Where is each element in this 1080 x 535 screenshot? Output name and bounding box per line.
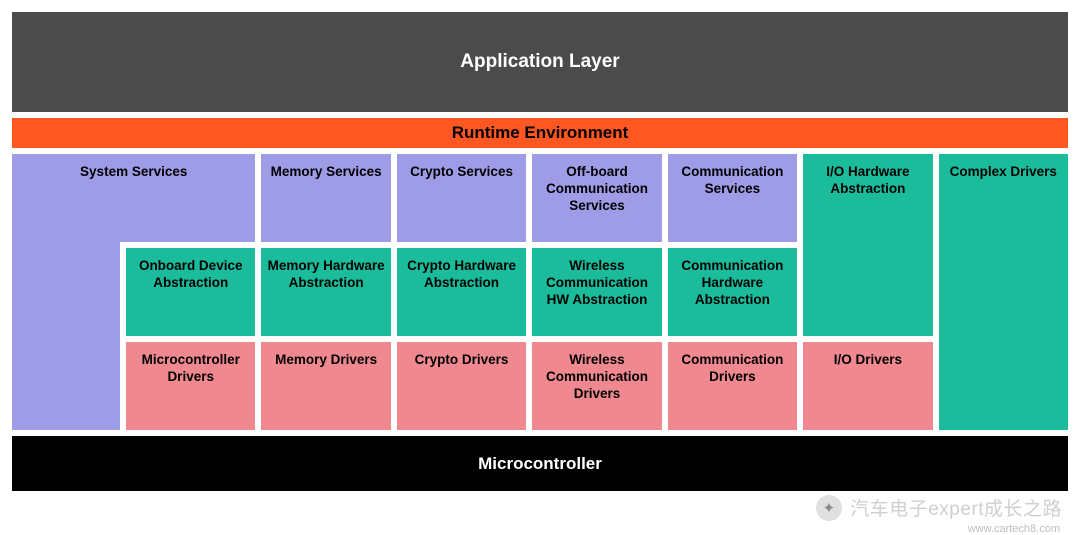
memory-drivers: Memory Drivers: [261, 342, 390, 430]
crypto-services: Crypto Services: [397, 154, 526, 242]
communication-services: Communication Services: [668, 154, 797, 242]
io-drivers: I/O Drivers: [803, 342, 932, 430]
system-services: System Services: [12, 154, 255, 242]
application-layer: Application Layer: [12, 12, 1068, 112]
memory-services: Memory Services: [261, 154, 390, 242]
bsw-grid: System Services Memory Services Crypto S…: [12, 154, 1068, 430]
autosar-diagram: Application Layer Runtime Environment Sy…: [0, 0, 1080, 533]
complex-drivers: Complex Drivers: [939, 154, 1068, 430]
runtime-environment-layer: Runtime Environment: [12, 118, 1068, 148]
memory-hw-abstraction: Memory Hardware Abstraction: [261, 248, 390, 336]
crypto-drivers: Crypto Drivers: [397, 342, 526, 430]
offboard-comm-services: Off-board Communication Services: [532, 154, 661, 242]
communication-hw-abstraction: Communication Hardware Abstraction: [668, 248, 797, 336]
wireless-comm-hw-abstraction: Wireless Communication HW Abstraction: [532, 248, 661, 336]
microcontroller-drivers: Microcontroller Drivers: [126, 342, 255, 430]
communication-drivers: Communication Drivers: [668, 342, 797, 430]
wireless-comm-drivers: Wireless Communication Drivers: [532, 342, 661, 430]
crypto-hw-abstraction: Crypto Hardware Abstraction: [397, 248, 526, 336]
io-hardware-abstraction: I/O Hardware Abstraction: [803, 154, 932, 336]
microcontroller-layer: Microcontroller: [12, 436, 1068, 491]
onboard-device-abstraction: Onboard Device Abstraction: [126, 248, 255, 336]
